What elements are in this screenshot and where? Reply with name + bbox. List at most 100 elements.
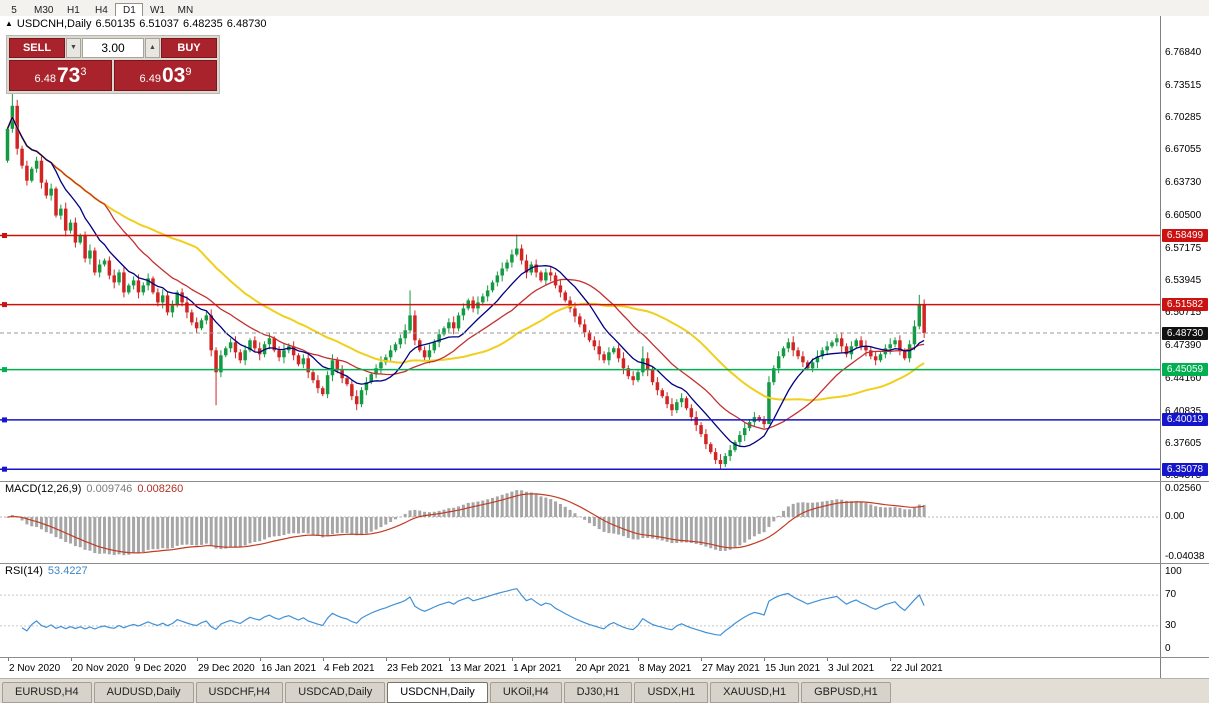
chart-tab-DJ30-H1[interactable]: DJ30,H1 — [563, 682, 633, 703]
volume-decrease-button[interactable]: ▼ — [66, 38, 81, 58]
rsi-name: RSI(14) — [5, 565, 43, 577]
level-line-handle[interactable] — [2, 417, 7, 423]
level-price-tag: 6.35078 — [1162, 463, 1208, 476]
level-line-handle[interactable] — [2, 466, 7, 472]
date-tick — [827, 658, 828, 661]
timeframe-button-D1[interactable]: D1 — [115, 3, 144, 16]
rsi-axis-label: 0 — [1165, 643, 1171, 654]
rsi-pane[interactable]: 100 70 30 0 RSI(14) 53.4227 — [0, 564, 1209, 658]
price-axis-label: 6.37605 — [1165, 438, 1202, 449]
chart-tab-bar: EURUSD,H4 AUDUSD,Daily USDCHF,H4 USDCAD,Dai… — [0, 678, 1209, 703]
date-tick — [701, 658, 702, 661]
timeframe-button-5[interactable]: 5 — [11, 5, 17, 16]
date-axis-label: 15 Jun 2021 — [765, 663, 821, 674]
timeframe-button-W1[interactable]: W1 — [149, 5, 165, 16]
level-price-tag: 6.58499 — [1162, 229, 1208, 242]
price-axis-label: 6.53945 — [1165, 275, 1202, 286]
date-tick — [449, 658, 450, 661]
buy-price-button[interactable]: 6.49039 — [114, 60, 217, 91]
chart-tab-USDCAD-Daily[interactable]: USDCAD,Daily — [285, 682, 386, 703]
date-tick — [575, 658, 576, 661]
sell-price-point: 3 — [80, 66, 87, 78]
macd-name: MACD(12,26,9) — [5, 483, 82, 495]
rsi-axis-label: 100 — [1165, 566, 1182, 577]
date-tick — [386, 658, 387, 661]
level-price-tag: 6.40019 — [1162, 413, 1208, 426]
buy-price-point: 9 — [185, 66, 192, 78]
volume-input[interactable] — [82, 38, 144, 58]
sell-button[interactable]: SELL — [9, 38, 65, 58]
sell-price-pips: 73 — [56, 64, 81, 87]
level-price-tag: 6.45059 — [1162, 363, 1208, 376]
date-axis[interactable]: 2 Nov 2020 20 Nov 2020 9 Dec 2020 29 Dec 20… — [0, 658, 1209, 678]
macd-axis-label: 0.00 — [1165, 511, 1185, 522]
chart-tab-GBPUSD-H1[interactable]: GBPUSD,H1 — [801, 682, 891, 703]
date-axis-label: 16 Jan 2021 — [261, 663, 317, 674]
date-axis-label: 2 Nov 2020 — [9, 663, 61, 674]
bid-price-tag: 6.48730 — [1162, 327, 1208, 340]
timeframe-button-MN[interactable]: MN — [177, 5, 194, 16]
volume-increase-button[interactable]: ▲ — [145, 38, 160, 58]
timeframe-toolbar: 5 M30 H1 H4 D1 W1 MN — [0, 0, 1209, 17]
timeframe-button-M30[interactable]: M30 — [34, 5, 54, 16]
date-axis-label: 9 Dec 2020 — [135, 663, 187, 674]
date-axis-label: 20 Nov 2020 — [72, 663, 129, 674]
chart-tab-EURUSD-H4[interactable]: EURUSD,H4 — [2, 682, 92, 703]
collapse-triangle-icon[interactable]: ▲ — [5, 19, 13, 28]
ticker-open: 6.50135 — [95, 18, 136, 30]
price-axis-label: 6.57175 — [1165, 243, 1202, 254]
price-axis-label: 6.44160 — [1165, 373, 1202, 384]
price-axis-label: 6.60500 — [1165, 210, 1202, 221]
price-axis-label: 6.73515 — [1165, 80, 1202, 91]
level-line-handle[interactable] — [2, 233, 7, 238]
macd-signal-value: 0.008260 — [137, 483, 184, 495]
ticker-low: 6.48235 — [183, 18, 223, 30]
date-tick — [71, 658, 72, 661]
main-chart-pane[interactable]: 6.76840 6.73515 6.70285 6.67055 6.63730 6.605… — [0, 16, 1209, 482]
price-axis-label: 6.76840 — [1165, 47, 1202, 58]
timeframe-button-H1[interactable]: H1 — [67, 5, 80, 16]
level-price-tag: 6.51582 — [1162, 298, 1208, 311]
price-axis-label: 6.63730 — [1165, 177, 1202, 188]
macd-axis-label: -0.04038 — [1165, 551, 1205, 562]
level-line-handle[interactable] — [2, 302, 7, 308]
sell-price-button[interactable]: 6.48733 — [9, 60, 112, 91]
chart-tab-UKOil-H4[interactable]: UKOil,H4 — [489, 682, 562, 703]
date-axis-label: 8 May 2021 — [639, 663, 692, 674]
macd-chart-canvas[interactable] — [0, 482, 1160, 563]
rsi-axis[interactable]: 100 70 30 0 — [1160, 564, 1209, 657]
one-click-price-row: 6.48733 6.49039 — [9, 60, 217, 91]
timeframe-button-H4[interactable]: H4 — [95, 5, 108, 16]
rsi-chart-canvas[interactable] — [0, 564, 1160, 657]
date-axis-label: 3 Jul 2021 — [828, 663, 875, 674]
sell-price-prefix: 6.48 — [34, 73, 56, 85]
macd-pane[interactable]: 0.02560 0.00 -0.04038 MACD(12,26,9) 0.00974… — [0, 482, 1209, 564]
price-axis-label: 6.67055 — [1165, 144, 1202, 155]
date-tick — [638, 658, 639, 661]
ticker-high: 6.51037 — [139, 18, 180, 30]
chart-tab-XAUUSD-H1[interactable]: XAUUSD,H1 — [710, 682, 800, 703]
price-axis-label: 6.50715 — [1165, 307, 1202, 318]
date-axis-label: 4 Feb 2021 — [324, 663, 375, 674]
date-axis-label: 22 Jul 2021 — [891, 663, 943, 674]
date-tick — [512, 658, 513, 661]
rsi-axis-label: 30 — [1165, 620, 1177, 631]
macd-axis[interactable]: 0.02560 0.00 -0.04038 — [1160, 482, 1209, 563]
date-tick — [764, 658, 765, 661]
date-tick — [197, 658, 198, 661]
price-axis[interactable]: 6.76840 6.73515 6.70285 6.67055 6.63730 6.605… — [1160, 16, 1209, 481]
chart-tab-USDX-H1[interactable]: USDX,H1 — [634, 682, 709, 703]
macd-axis-label: 0.02560 — [1165, 483, 1202, 494]
candlestick-chart-canvas[interactable] — [0, 16, 1160, 481]
buy-button[interactable]: BUY — [161, 38, 217, 58]
level-line-handle[interactable] — [2, 367, 7, 373]
date-axis-label: 29 Dec 2020 — [198, 663, 255, 674]
chart-tab-AUDUSD-Daily[interactable]: AUDUSD,Daily — [93, 682, 194, 703]
ticker-symbol: USDCNH,Daily — [16, 18, 92, 30]
price-axis-label: 6.40835 — [1165, 406, 1202, 417]
date-tick — [890, 658, 891, 661]
chart-tab-USDCNH-Daily[interactable]: USDCNH,Daily — [387, 682, 488, 703]
chart-tab-USDCHF-H4[interactable]: USDCHF,H4 — [195, 682, 284, 703]
one-click-controls-row: SELL ▼ ▲ BUY — [9, 38, 217, 58]
